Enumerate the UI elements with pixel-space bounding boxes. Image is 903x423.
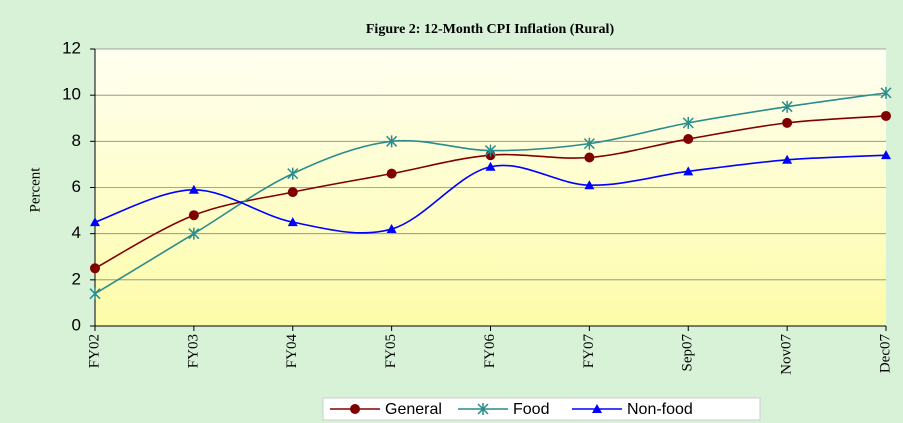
x-tick-label: Sep07 <box>680 334 696 372</box>
y-tick-label: 8 <box>72 131 81 150</box>
legend-label: Non-food <box>627 401 693 418</box>
point-marker <box>188 210 199 221</box>
legend-marker <box>592 404 602 413</box>
x-tick-label: Nov07 <box>779 334 795 375</box>
point-marker <box>683 166 694 176</box>
chart-title: Figure 2: 12-Month CPI Inflation (Rural) <box>366 22 615 37</box>
point-marker <box>89 287 101 300</box>
point-marker <box>782 154 793 164</box>
point-marker <box>386 224 397 234</box>
x-tick-label: FY05 <box>383 334 399 368</box>
x-tick-label: FY06 <box>482 334 498 369</box>
point-marker <box>484 144 497 157</box>
legend-box <box>322 397 761 421</box>
y-tick-label: 10 <box>62 85 81 104</box>
point-marker <box>386 135 398 148</box>
point-marker <box>583 137 595 150</box>
point-marker <box>90 217 100 227</box>
legend-label: Food <box>513 401 549 418</box>
y-tick-label: 2 <box>72 269 81 288</box>
legend-marker <box>350 404 360 414</box>
y-tick-label: 4 <box>72 223 81 242</box>
point-marker <box>287 217 298 227</box>
series-line <box>94 154 887 234</box>
y-tick-label: 12 <box>62 38 81 57</box>
point-marker <box>781 100 793 113</box>
point-marker <box>683 134 694 145</box>
x-tick-label: FY02 <box>86 334 102 368</box>
point-marker <box>584 152 595 163</box>
point-marker <box>287 187 298 198</box>
y-tick-label: 0 <box>72 315 81 334</box>
legend-label: General <box>385 401 442 418</box>
x-tick-label: FY07 <box>581 334 597 369</box>
point-marker <box>188 227 200 240</box>
point-marker <box>682 116 694 129</box>
point-marker <box>782 117 793 128</box>
y-tick-label: 6 <box>72 177 81 196</box>
point-marker <box>386 168 397 179</box>
point-marker <box>881 150 891 160</box>
point-marker <box>881 110 891 121</box>
x-tick-label: Dec07 <box>877 334 893 374</box>
point-marker <box>880 86 892 99</box>
point-marker <box>188 184 199 194</box>
point-marker <box>90 263 100 274</box>
legend: General Food Non-food <box>322 397 761 421</box>
point-marker <box>287 167 299 180</box>
x-tick-label: FY04 <box>284 334 300 369</box>
point-marker <box>485 161 496 171</box>
y-axis-label: Percent <box>27 167 43 213</box>
legend-marker <box>477 403 489 415</box>
point-marker <box>584 180 595 190</box>
x-tick-label: FY03 <box>185 334 201 368</box>
